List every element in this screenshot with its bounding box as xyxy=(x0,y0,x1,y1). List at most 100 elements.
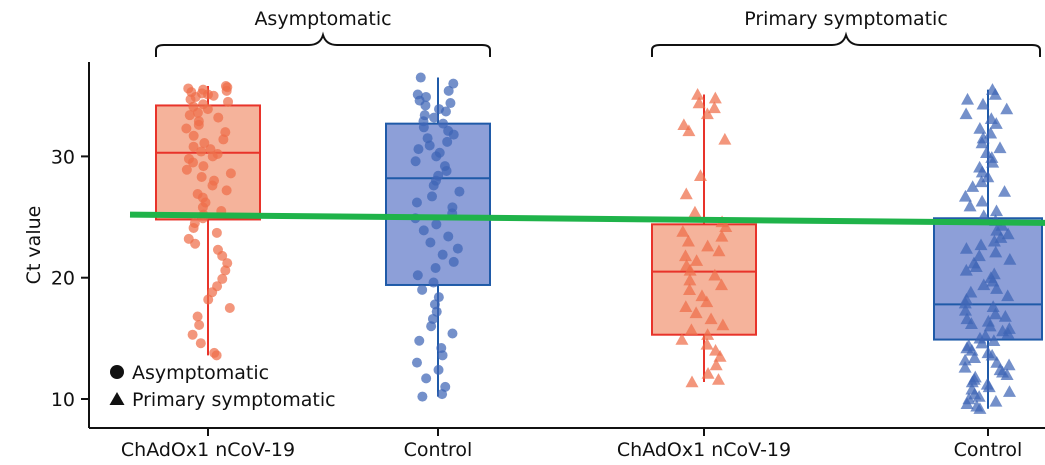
data-point xyxy=(437,389,448,400)
data-point xyxy=(691,88,705,100)
data-point xyxy=(975,175,989,188)
data-point xyxy=(968,351,982,363)
data-point xyxy=(700,337,714,350)
data-point xyxy=(1000,102,1014,115)
data-point xyxy=(993,141,1007,154)
data-point xyxy=(224,303,235,314)
data-point xyxy=(194,320,205,331)
group-brackets: Asymptomatic Primary symptomatic xyxy=(155,8,1041,57)
legend: Asymptomatic Primary symptomatic xyxy=(109,362,336,411)
legend-label: Primary symptomatic xyxy=(132,389,336,411)
data-point xyxy=(207,151,218,162)
data-point xyxy=(708,91,722,104)
data-point xyxy=(964,317,978,329)
data-point xyxy=(1000,368,1014,380)
data-point xyxy=(964,285,978,298)
data-point xyxy=(425,237,436,248)
data-point xyxy=(442,136,453,147)
data-point xyxy=(187,157,198,168)
data-point xyxy=(678,249,692,262)
data-point xyxy=(712,244,726,257)
data-point xyxy=(985,151,999,163)
data-point xyxy=(225,168,236,179)
data-point xyxy=(447,328,458,339)
data-point xyxy=(713,350,727,362)
data-point xyxy=(683,283,697,296)
data-point xyxy=(192,107,203,118)
data-point xyxy=(452,243,463,254)
x-tick-label: ChAdOx1 nCoV-19 xyxy=(121,439,295,461)
data-point xyxy=(448,256,459,267)
data-point xyxy=(707,101,721,114)
data-point xyxy=(677,118,691,131)
data-point xyxy=(211,227,222,238)
data-point xyxy=(433,364,444,375)
data-point xyxy=(411,197,422,208)
data-point xyxy=(207,180,218,191)
data-point xyxy=(426,321,437,332)
data-point xyxy=(708,268,722,281)
data-point xyxy=(958,360,972,373)
data-point xyxy=(437,249,448,260)
data-point xyxy=(679,187,693,200)
data-point xyxy=(685,375,699,388)
data-point xyxy=(443,231,454,242)
data-point xyxy=(448,129,459,140)
data-point xyxy=(985,348,999,361)
data-point xyxy=(196,172,207,183)
data-point xyxy=(431,219,442,230)
data-point xyxy=(689,306,703,319)
data-point xyxy=(693,169,707,182)
data-point xyxy=(1001,227,1015,240)
data-point xyxy=(202,104,213,115)
boxes xyxy=(155,77,1043,409)
data-point xyxy=(196,146,207,157)
box-iqr xyxy=(385,122,491,286)
data-point xyxy=(418,225,429,236)
data-point xyxy=(714,278,728,291)
data-point xyxy=(973,122,987,134)
data-point xyxy=(987,334,1001,346)
data-point xyxy=(197,202,208,213)
data-point xyxy=(715,229,729,242)
data-point xyxy=(682,124,696,137)
data-point xyxy=(960,397,974,410)
axes: Ct value 10 20 30 ChAdOx1 nCoV-19 Control ChA… xyxy=(23,62,1045,461)
data-point xyxy=(711,373,725,385)
data-point xyxy=(410,156,421,167)
group-bracket xyxy=(155,31,491,57)
data-points xyxy=(181,72,1017,414)
data-point xyxy=(988,88,1002,100)
data-point xyxy=(961,92,975,105)
data-point xyxy=(428,277,439,288)
data-point xyxy=(690,254,704,266)
data-point xyxy=(679,300,693,313)
data-point xyxy=(989,394,1003,407)
data-point xyxy=(428,180,439,191)
data-point xyxy=(982,380,996,393)
data-point xyxy=(959,107,973,120)
data-point xyxy=(958,189,972,202)
data-point xyxy=(958,296,972,309)
data-point xyxy=(684,323,698,336)
data-point xyxy=(958,353,972,366)
data-point xyxy=(998,310,1012,322)
data-point xyxy=(986,300,1000,313)
legend-circle-marker xyxy=(110,365,124,379)
data-point xyxy=(701,367,715,379)
data-point xyxy=(199,138,210,149)
data-point xyxy=(1002,385,1016,397)
data-point xyxy=(411,357,422,368)
data-point xyxy=(424,140,435,151)
data-point xyxy=(675,333,689,345)
data-point xyxy=(438,118,449,129)
data-point xyxy=(976,97,990,110)
trend-line-layer xyxy=(129,211,1045,226)
data-point xyxy=(420,100,431,111)
data-point xyxy=(973,402,987,414)
y-tick-label: 30 xyxy=(51,146,75,168)
y-tick-label: 10 xyxy=(51,389,75,411)
data-point xyxy=(719,220,733,232)
data-point xyxy=(211,350,222,361)
